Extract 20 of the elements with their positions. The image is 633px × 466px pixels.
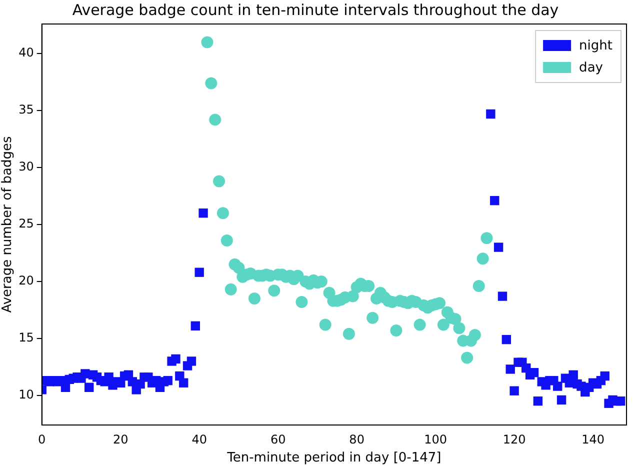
- x-tick-label: 20: [112, 432, 128, 446]
- x-axis-title: Ten-minute period in day [0-147]: [226, 450, 442, 466]
- x-tick-label: 140: [582, 432, 604, 446]
- x-tick-label: 60: [270, 432, 286, 446]
- x-tick-label: 80: [349, 432, 364, 446]
- legend-label: night: [579, 38, 613, 54]
- x-tick-label: 100: [424, 432, 448, 446]
- y-tick-label: 20: [18, 274, 34, 288]
- y-tick-label: 15: [18, 330, 34, 345]
- y-tick-label: 35: [18, 102, 34, 117]
- y-tick-label: 10: [18, 388, 34, 402]
- legend-label: day: [579, 60, 604, 76]
- x-tick-label: 0: [38, 432, 46, 446]
- x-tick-label: 40: [192, 432, 207, 446]
- y-axis-title: Average number of badges: [0, 136, 16, 313]
- y-tick-label: 40: [18, 46, 34, 60]
- y-tick-label: 25: [18, 216, 34, 231]
- y-tick-label: 30: [18, 160, 34, 174]
- x-tick-label: 120: [502, 432, 526, 446]
- chart-title: Average badge count in ten-minute intervals throughout the day: [72, 0, 559, 19]
